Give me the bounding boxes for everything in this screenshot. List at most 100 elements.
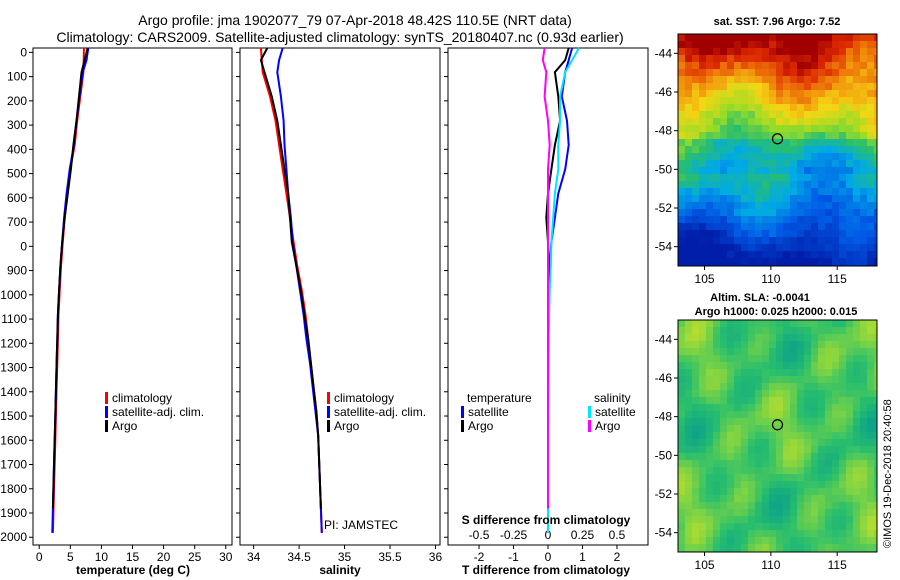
heatmap-cell <box>790 544 797 551</box>
heatmap-cell <box>839 48 846 55</box>
heatmap-cell <box>783 467 790 474</box>
heatmap-cell <box>706 195 713 202</box>
heatmap-cell <box>832 230 839 237</box>
heatmap-cell <box>748 230 755 237</box>
heatmap-cell <box>713 544 720 551</box>
heatmap-cell <box>825 83 832 90</box>
heatmap-cell <box>678 188 685 195</box>
heatmap-cell <box>706 530 713 537</box>
heatmap-cell <box>818 397 825 404</box>
heatmap-cell <box>769 209 776 216</box>
heatmap-cell <box>769 97 776 104</box>
heatmap-cell <box>734 383 741 390</box>
heatmap-cell <box>727 188 734 195</box>
heatmap-cell <box>727 34 734 41</box>
heatmap-cell <box>874 411 877 418</box>
heatmap-cell <box>867 216 874 223</box>
heatmap-cell <box>692 132 699 139</box>
heatmap-cell <box>699 251 706 258</box>
legend-swatch-temperature-satellite <box>461 406 464 418</box>
heatmap-cell <box>734 348 741 355</box>
heatmap-cell <box>867 530 874 537</box>
heatmap-cell <box>748 181 755 188</box>
heatmap-cell <box>727 251 734 258</box>
heatmap-cell <box>776 376 783 383</box>
heatmap-cell <box>839 390 846 397</box>
heatmap-cell <box>692 376 699 383</box>
heatmap-cell <box>741 369 748 376</box>
heatmap-cell <box>860 397 867 404</box>
heatmap-cell <box>874 188 877 195</box>
heatmap-cell <box>692 369 699 376</box>
heatmap-cell <box>685 209 692 216</box>
heatmap-cell <box>832 341 839 348</box>
heatmap-cell <box>818 146 825 153</box>
heatmap-cell <box>825 341 832 348</box>
heatmap-cell <box>776 516 783 523</box>
heatmap-cell <box>755 327 762 334</box>
heatmap-cell <box>776 446 783 453</box>
heatmap-cell <box>720 118 727 125</box>
heatmap-cell <box>727 76 734 83</box>
heatmap-cell <box>832 181 839 188</box>
heatmap-cell <box>839 530 846 537</box>
heatmap-cell <box>867 523 874 530</box>
heatmap-cell <box>860 167 867 174</box>
heatmap-cell <box>692 223 699 230</box>
heatmap-cell <box>867 362 874 369</box>
heatmap-cell <box>874 83 877 90</box>
heatmap-cell <box>797 174 804 181</box>
heatmap-cell <box>860 230 867 237</box>
heatmap-cell <box>853 83 860 90</box>
heatmap-cell <box>741 209 748 216</box>
heatmap-cell <box>762 216 769 223</box>
heatmap-cell <box>846 181 853 188</box>
heatmap-cell <box>846 383 853 390</box>
heatmap-cell <box>797 244 804 251</box>
heatmap-cell <box>776 509 783 516</box>
heatmap-cell <box>853 397 860 404</box>
heatmap-cell <box>685 474 692 481</box>
heatmap-cell <box>769 355 776 362</box>
heatmap-cell <box>790 153 797 160</box>
heatmap-cell <box>699 139 706 146</box>
heatmap-cell <box>853 76 860 83</box>
heatmap-cell <box>741 230 748 237</box>
heatmap-cell <box>818 153 825 160</box>
heatmap-cell <box>769 327 776 334</box>
heatmap-cell <box>860 369 867 376</box>
heatmap-cell <box>853 181 860 188</box>
heatmap-cell <box>706 188 713 195</box>
heatmap-cell <box>720 418 727 425</box>
heatmap-cell <box>853 537 860 544</box>
heatmap-cell <box>692 341 699 348</box>
heatmap-cell <box>811 334 818 341</box>
heatmap-cell <box>867 516 874 523</box>
heatmap-cell <box>706 537 713 544</box>
heatmap-cell <box>797 195 804 202</box>
heatmap-cell <box>804 453 811 460</box>
heatmap-cell <box>790 369 797 376</box>
heatmap-cell <box>720 341 727 348</box>
heatmap-cell <box>734 167 741 174</box>
heatmap-cell <box>769 334 776 341</box>
heatmap-cell <box>769 167 776 174</box>
heatmap-cell <box>874 153 877 160</box>
difference-depth-ticks <box>444 51 448 538</box>
heatmap-cell <box>790 446 797 453</box>
heatmap-cell <box>797 404 804 411</box>
heatmap-cell <box>699 188 706 195</box>
heatmap-cell <box>685 362 692 369</box>
heatmap-cell <box>811 355 818 362</box>
heatmap-cell <box>713 111 720 118</box>
heatmap-cell <box>867 237 874 244</box>
heatmap-cell <box>727 195 734 202</box>
heatmap-cell <box>685 195 692 202</box>
heatmap-cell <box>783 34 790 41</box>
heatmap-cell <box>755 258 762 265</box>
x-tick-label: 10 <box>95 550 109 564</box>
heatmap-cell <box>720 397 727 404</box>
heatmap-cell <box>762 383 769 390</box>
heatmap-cell <box>790 258 797 265</box>
heatmap-cell <box>860 132 867 139</box>
